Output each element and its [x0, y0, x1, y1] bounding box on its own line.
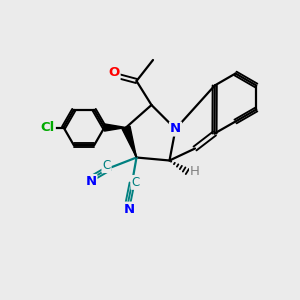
Text: N: N: [170, 122, 181, 136]
Text: C: C: [131, 176, 140, 189]
Text: H: H: [190, 165, 200, 178]
Text: C: C: [102, 159, 111, 172]
Text: N: N: [85, 175, 97, 188]
Text: O: O: [108, 66, 120, 79]
Polygon shape: [122, 126, 136, 158]
Text: N: N: [123, 202, 135, 216]
Text: Cl: Cl: [40, 121, 55, 134]
Polygon shape: [104, 124, 126, 131]
